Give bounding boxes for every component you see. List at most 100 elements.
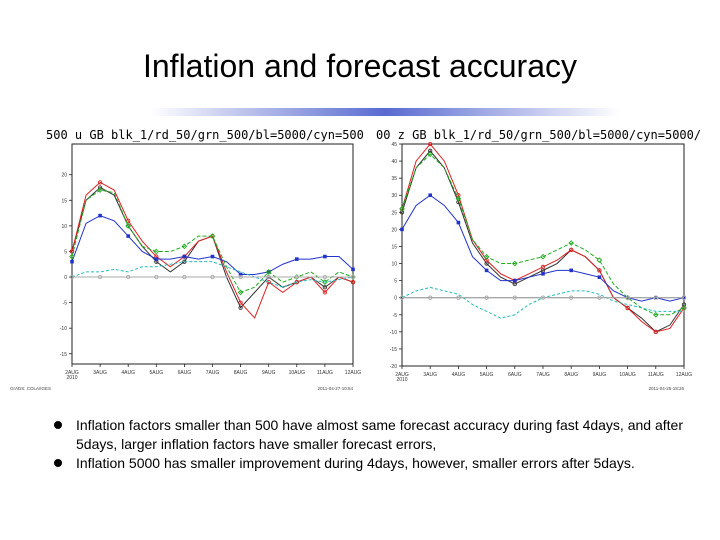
- x-tick-label: 3AUG: [423, 372, 437, 378]
- series-point: [238, 274, 243, 280]
- plot-frame: [71, 143, 354, 365]
- x-tick-label: 8AUG: [564, 372, 578, 378]
- x-tick-label: 6AUG: [178, 370, 192, 376]
- series-point: [597, 295, 602, 300]
- series-point: [126, 234, 130, 238]
- x-tick-label: 9AUG: [593, 372, 607, 378]
- y-tick-label: -10: [60, 326, 67, 332]
- x-tick-label: 2AUG: [395, 372, 409, 378]
- series-point: [210, 254, 215, 259]
- series-point: [265, 269, 272, 275]
- series-point: [154, 257, 159, 261]
- series-point: [540, 253, 546, 260]
- series-point: [681, 305, 687, 311]
- series-point: [153, 248, 160, 255]
- chart-u-panel: 500 u GB blk_1/rd_50/grn_500/bl=5000/cyn…: [8, 124, 363, 396]
- y-tick-label: 15: [61, 198, 67, 204]
- chart-z-panel: 00 z GB blk_1/rd_50/grn_500/bl=5000/cyn=…: [372, 124, 700, 396]
- series-point: [652, 311, 659, 318]
- series-point: [428, 141, 433, 147]
- y-tick-label: 25: [391, 210, 397, 216]
- series-point: [569, 295, 574, 300]
- y-tick-label: 5: [64, 249, 67, 255]
- y-tick-label: -10: [390, 330, 397, 336]
- y-tick-label: 20: [61, 173, 67, 179]
- slide-title: Inflation and forecast accuracy: [142, 48, 577, 84]
- footer-left-label: GrADS: COLA/IGES: [10, 386, 51, 391]
- y-tick-label: 40: [391, 159, 397, 165]
- y-tick-label: 0: [64, 275, 67, 281]
- x-tick-label: 7AUG: [206, 370, 220, 376]
- series-point: [237, 289, 244, 296]
- series-point: [182, 274, 187, 280]
- series-line: [401, 150, 685, 333]
- series-point: [682, 295, 686, 300]
- y-tick-label: -5: [393, 313, 398, 319]
- chart-u-title: 500 u GB blk_1/rd_50/grn_500/bl=5000/cyn…: [46, 128, 363, 142]
- series-point: [295, 257, 299, 261]
- series-point: [540, 295, 546, 300]
- series-point: [569, 247, 574, 253]
- series-point: [484, 268, 489, 273]
- series-point: [399, 206, 405, 212]
- footer-right-label: 2011-04-27-10:54: [318, 386, 354, 391]
- series-point: [569, 268, 573, 273]
- y-tick-label: 10: [61, 224, 67, 230]
- x-tick-label: 9AUG: [262, 370, 276, 376]
- bullet-dot-icon: [54, 421, 62, 429]
- bullet-item-1: Inflation factors smaller than 500 have …: [52, 416, 692, 454]
- x-tick-label: 12AUG: [345, 370, 362, 376]
- series-point: [182, 254, 187, 259]
- series-point: [483, 253, 490, 260]
- series-point: [484, 295, 489, 300]
- x-tick-label: 10AUG: [289, 370, 306, 376]
- series-point: [181, 243, 188, 250]
- x-tick-label: 4AUG: [121, 370, 135, 376]
- series-point: [455, 195, 462, 202]
- series-point: [69, 249, 75, 254]
- x-tick-label: 12AUG: [676, 372, 693, 378]
- series-point: [238, 300, 243, 305]
- y-tick-label: -15: [390, 347, 397, 353]
- x-tick-label: 5AUG: [149, 370, 163, 376]
- series-point: [125, 223, 132, 229]
- series-point: [238, 272, 243, 277]
- series-point: [97, 185, 103, 190]
- series-point: [98, 213, 102, 218]
- series-point: [625, 305, 630, 311]
- series-line: [71, 261, 354, 288]
- bullet-text-2: Inflation 5000 has smaller improvement d…: [76, 455, 635, 471]
- series-point: [456, 295, 461, 300]
- y-tick-label: 45: [391, 142, 397, 148]
- series-point: [427, 151, 434, 158]
- bullet-text-1: Inflation factors smaller than 500 have …: [76, 417, 683, 452]
- series-line: [401, 143, 685, 333]
- series-line: [401, 153, 685, 316]
- y-tick-label: -5: [63, 301, 68, 307]
- series-point: [69, 274, 75, 280]
- series-point: [399, 295, 405, 300]
- series-point: [568, 240, 575, 246]
- series-point: [323, 254, 327, 259]
- series-point: [541, 271, 545, 276]
- y-tick-label: 0: [394, 296, 397, 302]
- series-point: [456, 220, 461, 225]
- series-point: [322, 285, 328, 290]
- y-tick-label: 35: [391, 176, 397, 182]
- y-tick-label: 10: [391, 262, 397, 268]
- x-tick-label: 3AUG: [93, 370, 107, 376]
- x-tick-label: 4AUG: [452, 372, 466, 378]
- series-point: [210, 274, 215, 280]
- series-point: [512, 295, 517, 300]
- y-tick-label: 5: [394, 279, 397, 285]
- series-point: [322, 290, 328, 295]
- series-line: [71, 189, 354, 293]
- series-point: [653, 329, 658, 334]
- chart-z-title: 00 z GB blk_1/rd_50/grn_500/bl=5000/cyn=…: [376, 128, 700, 142]
- series-point: [266, 279, 271, 285]
- x-tick-label: 6AUG: [508, 372, 522, 378]
- series-point: [681, 295, 687, 300]
- x-tick-label: 11AUG: [317, 370, 333, 376]
